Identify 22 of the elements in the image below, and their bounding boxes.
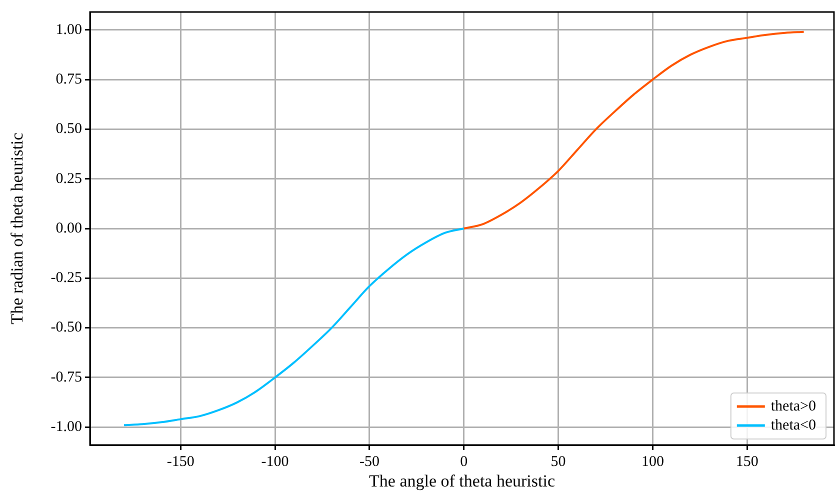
x-tick-label: -100	[261, 454, 289, 470]
x-tick-label: 0	[460, 454, 468, 470]
y-tick-label: -0.50	[50, 320, 82, 336]
y-tick-label: -0.25	[50, 270, 82, 286]
line-series	[462, 30, 805, 230]
x-tick-label: -50	[359, 454, 380, 470]
x-tick-label: 150	[736, 454, 758, 470]
y-tick-label: -0.75	[50, 369, 82, 386]
y-tick-label: 1.00	[56, 22, 82, 38]
y-tick-label: 0.50	[56, 121, 82, 138]
x-axis-title: The angle of theta heuristic	[369, 471, 556, 490]
x-tick-label: 50	[550, 454, 566, 470]
line-series	[122, 228, 465, 426]
y-tick-label: 0.75	[56, 71, 82, 88]
x-tick-label: -150	[166, 454, 194, 470]
y-tick-label: 0.00	[56, 220, 82, 236]
y-axis-title: The radian of theta heuristic	[8, 132, 27, 324]
legend-label: theta>0	[770, 398, 816, 414]
legend-label: theta<0	[770, 417, 816, 434]
y-tick-label: 0.25	[56, 170, 82, 187]
x-tick-label: 100	[641, 454, 664, 470]
y-tick-label: -1.00	[50, 419, 82, 436]
